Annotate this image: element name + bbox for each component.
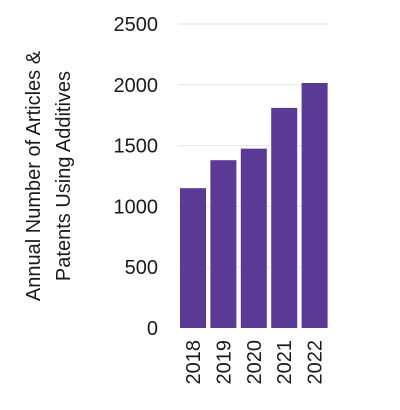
x-tick-label: 2022 <box>305 340 327 385</box>
y-axis-label-line-1: Annual Number of Articles & <box>23 50 45 301</box>
y-axis-ticks: 0 500 1000 1500 2000 2500 <box>114 14 159 340</box>
bar-2021 <box>271 107 298 329</box>
bar-2018 <box>180 188 206 328</box>
y-axis-label-line-2: Patents Using Additives <box>53 71 75 281</box>
y-tick-label: 2000 <box>114 75 159 97</box>
y-tick-label: 1000 <box>114 196 159 218</box>
bar-2019 <box>210 160 237 328</box>
x-tick-label: 2018 <box>183 340 205 385</box>
x-tick-label: 2021 <box>274 340 296 385</box>
x-tick-label: 2019 <box>213 340 235 385</box>
y-tick-label: 0 <box>147 318 158 340</box>
x-axis-ticks: 2018 2019 2020 2021 2022 <box>183 340 327 385</box>
x-tick-label: 2020 <box>244 340 266 385</box>
bar-2022 <box>301 82 328 328</box>
bar-2020 <box>240 148 267 328</box>
y-tick-label: 1500 <box>114 136 159 158</box>
y-tick-label: 2500 <box>114 14 159 36</box>
bars <box>180 82 328 329</box>
y-tick-label: 500 <box>125 257 158 279</box>
